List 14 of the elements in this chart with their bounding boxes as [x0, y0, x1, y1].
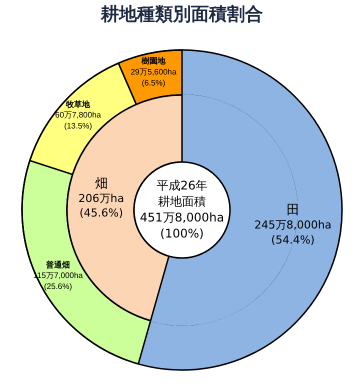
data-label: 245万8,000ha (54.4%) — [254, 218, 332, 246]
slice-label: 樹園地 — [140, 56, 167, 66]
data-label: 60万7,800ha (13.5%) — [55, 110, 102, 130]
slice-label: 牧草地 — [65, 100, 92, 109]
chart-title: 耕地種類別面積割合 — [100, 3, 264, 26]
data-label: 206万ha (45.6%) — [78, 192, 124, 220]
text: 耕地面積 — [158, 194, 206, 208]
data-label: 29万5,600ha (6.5%) — [130, 68, 177, 88]
text: (100%) — [160, 226, 204, 240]
slice-label: 畑 — [94, 176, 108, 192]
text: 451万8,000ha — [140, 210, 224, 224]
text: 平成26年 — [156, 178, 208, 192]
slice-label: 普通畑 — [45, 259, 70, 270]
slice-label: 田 — [286, 203, 300, 218]
